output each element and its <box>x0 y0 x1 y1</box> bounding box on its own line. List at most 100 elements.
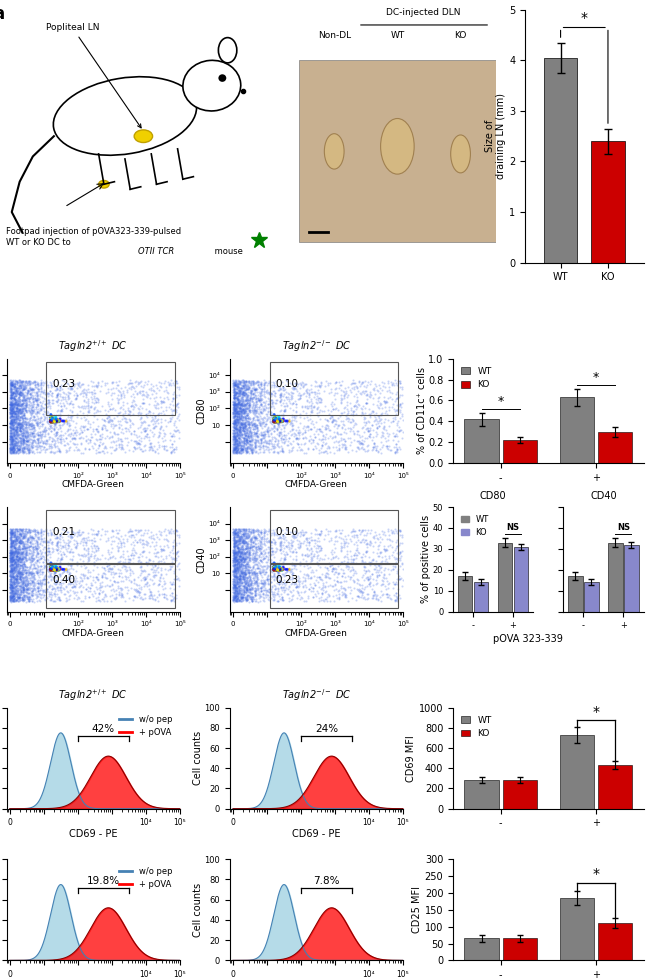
Point <box>111 374 121 390</box>
Point <box>234 407 244 422</box>
Point <box>241 592 252 608</box>
Point <box>68 396 78 412</box>
Point <box>275 389 285 405</box>
Point <box>231 432 241 448</box>
Bar <box>46 511 175 564</box>
Point <box>384 417 394 433</box>
Point <box>235 423 245 439</box>
Point <box>377 587 387 603</box>
Point <box>49 432 60 448</box>
Point <box>233 544 243 560</box>
Point <box>24 391 34 407</box>
Point <box>341 557 352 572</box>
Y-axis label: CD69 MFI: CD69 MFI <box>406 735 416 781</box>
Point <box>49 414 60 429</box>
Point <box>5 385 16 401</box>
Point <box>156 566 166 582</box>
Point <box>365 376 376 392</box>
Point <box>232 436 242 452</box>
Point <box>269 563 280 578</box>
Point <box>46 414 57 429</box>
Point <box>284 442 294 458</box>
Point <box>33 387 44 403</box>
Point <box>244 546 254 562</box>
Point <box>21 405 31 420</box>
Point <box>231 439 242 455</box>
Point <box>243 409 254 424</box>
Point <box>294 538 305 554</box>
Point <box>277 589 287 605</box>
Point <box>11 536 21 552</box>
Point <box>25 561 35 576</box>
Point <box>286 436 296 452</box>
Point <box>255 541 266 557</box>
Point <box>231 431 241 447</box>
Point <box>16 565 27 581</box>
Point <box>46 412 56 427</box>
Point <box>111 589 121 605</box>
Point <box>359 373 370 389</box>
Point <box>229 440 240 456</box>
Point <box>14 574 24 590</box>
Point <box>9 442 20 458</box>
Point <box>15 580 25 596</box>
Point <box>231 379 242 395</box>
Point <box>272 562 283 577</box>
Point <box>5 536 16 552</box>
Point <box>21 432 31 448</box>
Point <box>256 536 266 552</box>
Point <box>344 423 355 439</box>
Point <box>150 414 161 429</box>
Point <box>169 441 179 457</box>
Point <box>12 400 22 416</box>
Point <box>271 414 281 429</box>
Point <box>29 396 39 412</box>
Point <box>19 549 29 564</box>
Point <box>20 583 31 599</box>
Point <box>129 545 140 561</box>
Point <box>16 559 27 574</box>
Point <box>235 397 246 413</box>
Point <box>9 390 20 406</box>
Point <box>64 442 74 458</box>
Point <box>17 545 27 561</box>
Point <box>266 562 277 577</box>
Point <box>246 523 256 539</box>
Point <box>6 552 16 567</box>
Point <box>232 594 242 610</box>
Point <box>21 416 31 432</box>
Point <box>102 576 112 592</box>
Point <box>21 567 31 583</box>
Point <box>11 585 21 601</box>
Point <box>48 414 58 429</box>
Point <box>6 531 16 547</box>
Point <box>244 550 255 565</box>
Point <box>270 411 280 426</box>
Point <box>316 374 326 390</box>
Point <box>261 555 272 570</box>
Point <box>46 561 56 576</box>
Point <box>12 438 23 454</box>
Point <box>317 403 327 418</box>
Point <box>8 445 19 461</box>
Point <box>273 562 283 577</box>
Point <box>5 564 15 579</box>
Point <box>18 541 28 557</box>
Point <box>46 414 57 429</box>
Point <box>6 555 17 570</box>
Point <box>235 556 246 571</box>
Point <box>5 431 16 447</box>
Point <box>254 379 264 395</box>
Point <box>235 546 246 562</box>
Point <box>254 426 264 442</box>
Point <box>6 542 16 558</box>
Point <box>269 560 280 575</box>
Point <box>233 376 244 392</box>
Point <box>393 571 404 587</box>
Point <box>237 590 248 606</box>
Point <box>250 437 261 453</box>
Point <box>391 539 402 555</box>
Point <box>304 411 315 426</box>
Point <box>270 560 281 575</box>
Point <box>233 537 244 553</box>
